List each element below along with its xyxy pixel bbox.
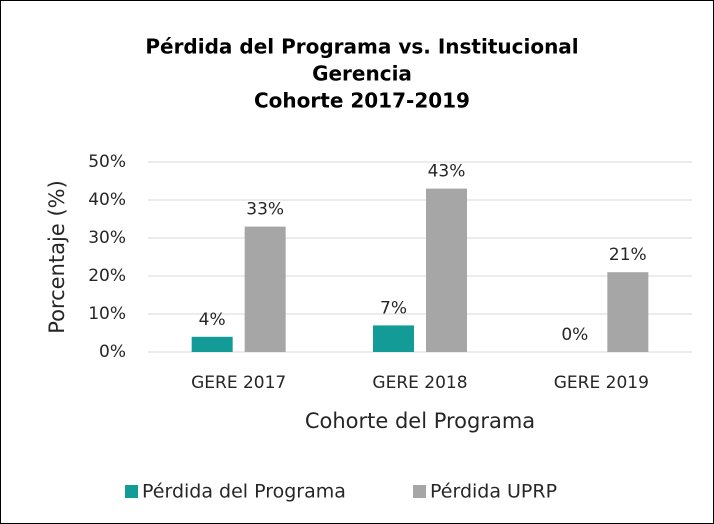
- x-axis-label: Cohorte del Programa: [305, 409, 535, 433]
- bar: [426, 188, 467, 352]
- value-label: 0%: [561, 325, 588, 345]
- bar: [191, 336, 233, 352]
- value-label: 21%: [609, 245, 647, 265]
- x-tick-label: GERE 2018: [372, 373, 467, 393]
- y-tick-label: 30%: [88, 228, 126, 248]
- value-label: 33%: [246, 200, 284, 220]
- value-label: 43%: [428, 162, 466, 182]
- legend-label: Pérdida del Programa: [142, 481, 346, 503]
- value-label: 7%: [380, 298, 407, 318]
- chart-title: Gerencia: [312, 62, 412, 86]
- value-label: 4%: [199, 310, 226, 330]
- legend-label: Pérdida UPRP: [430, 481, 557, 503]
- y-tick-label: 50%: [88, 152, 126, 172]
- bar: [607, 272, 649, 352]
- y-axis-label: Porcentaje (%): [45, 180, 69, 334]
- chart-title: Pérdida del Programa vs. Institucional: [145, 35, 578, 59]
- x-tick-label: GERE 2019: [554, 373, 649, 393]
- legend-swatch: [413, 485, 426, 498]
- x-tick-label: GERE 2017: [191, 373, 286, 393]
- legend-swatch: [125, 485, 138, 498]
- y-tick-label: 10%: [88, 304, 126, 324]
- y-tick-label: 0%: [99, 342, 126, 362]
- y-tick-label: 20%: [88, 266, 126, 286]
- bar: [373, 325, 414, 352]
- bar: [244, 226, 286, 352]
- y-tick-label: 40%: [88, 190, 126, 210]
- chart-title: Cohorte 2017-2019: [254, 89, 470, 113]
